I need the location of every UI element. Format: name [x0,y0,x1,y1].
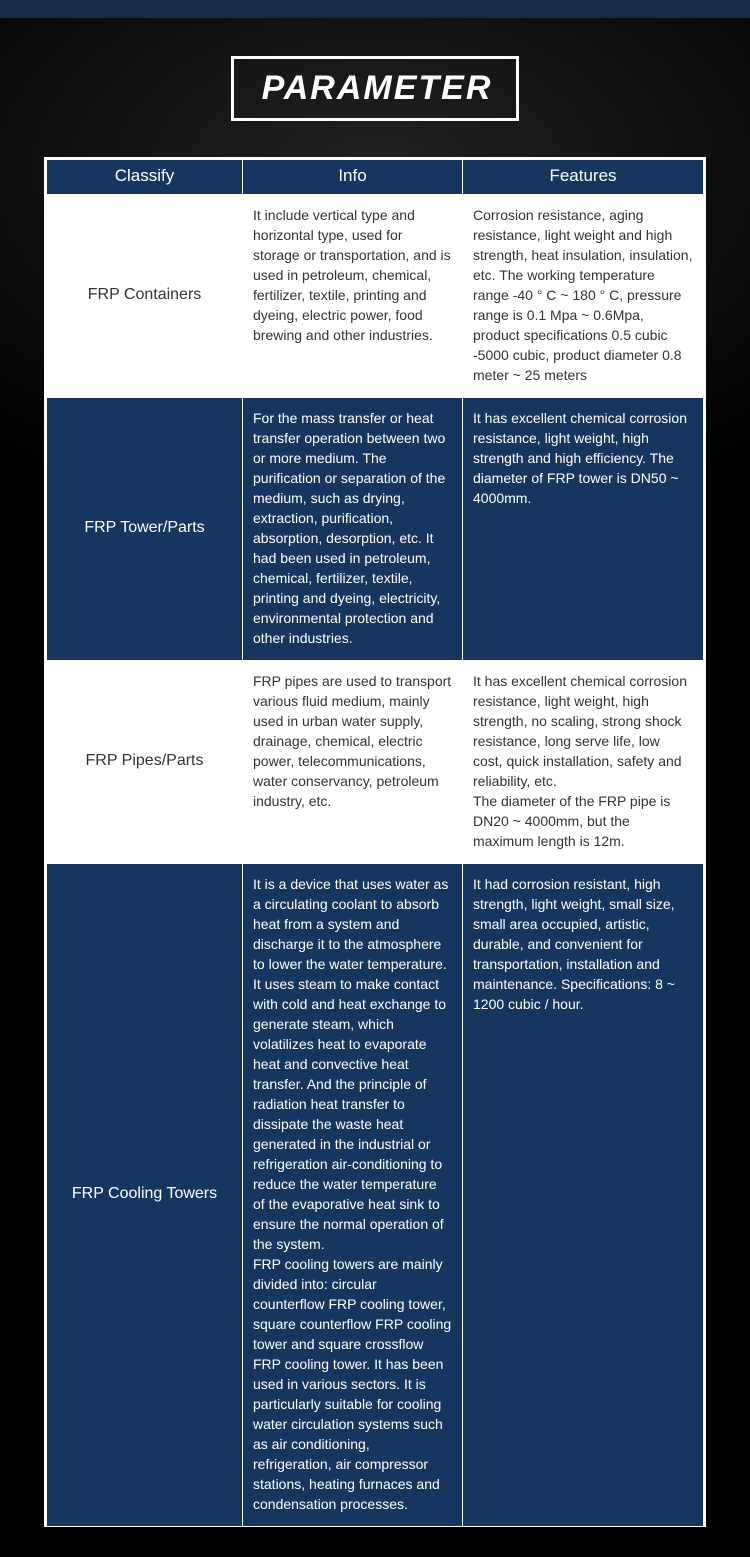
cell-features: It had corrosion resistant, high strengt… [463,864,703,1526]
top-accent-bar [0,0,750,18]
page-background: PARAMETER Classify Info Features FRP Con… [0,18,750,1557]
cell-classify: FRP Containers [47,195,242,397]
table-row: FRP Cooling Towers It is a device that u… [47,864,703,1526]
cell-info: It include vertical type and horizontal … [243,195,462,397]
title-container: PARAMETER [0,18,750,157]
table-card: Classify Info Features FRP Containers It… [44,157,706,1527]
cell-features: Corrosion resistance, aging resistance, … [463,195,703,397]
cell-classify: FRP Cooling Towers [47,864,242,1526]
table-row: FRP Pipes/Parts FRP pipes are used to tr… [47,661,703,863]
header-info: Info [243,160,462,194]
cell-info: FRP pipes are used to transport various … [243,661,462,863]
cell-features: It has excellent chemical corrosion resi… [463,398,703,660]
page-title: PARAMETER [231,56,520,121]
cell-classify: FRP Pipes/Parts [47,661,242,863]
header-features: Features [463,160,703,194]
table-body: FRP Containers It include vertical type … [47,195,703,1526]
parameter-table: Classify Info Features FRP Containers It… [46,159,704,1527]
cell-classify: FRP Tower/Parts [47,398,242,660]
cell-features: It has excellent chemical corrosion resi… [463,661,703,863]
table-row: FRP Containers It include vertical type … [47,195,703,397]
header-classify: Classify [47,160,242,194]
table-header-row: Classify Info Features [47,160,703,194]
cell-info: It is a device that uses water as a circ… [243,864,462,1526]
cell-info: For the mass transfer or heat transfer o… [243,398,462,660]
table-row: FRP Tower/Parts For the mass transfer or… [47,398,703,660]
